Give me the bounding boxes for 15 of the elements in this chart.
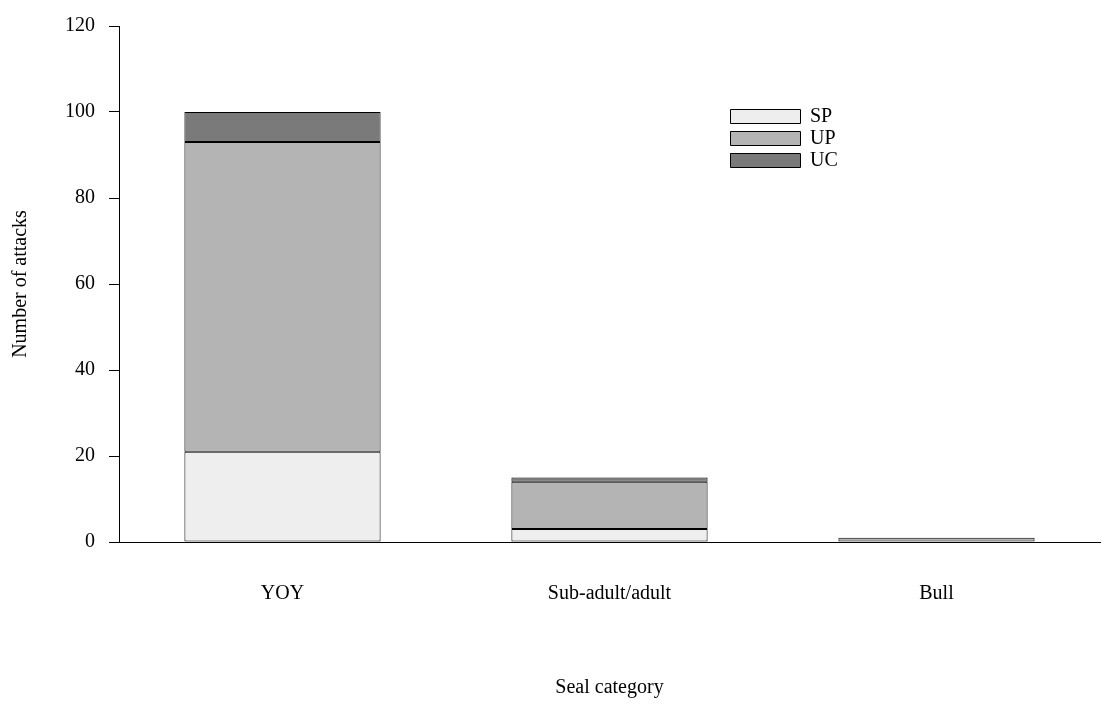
y-tick-label: 120 — [65, 13, 95, 36]
y-tick-label: 60 — [75, 271, 95, 294]
legend-label: UP — [810, 126, 836, 149]
x-tick-label: Bull — [919, 581, 955, 604]
legend-label: SP — [810, 104, 833, 127]
x-tick-label: YOY — [260, 581, 305, 604]
x-axis-title: Seal category — [555, 675, 664, 699]
y-tick-label: 100 — [65, 99, 95, 122]
x-tick-label: Sub-adult/adult — [547, 581, 672, 604]
y-tick-label: 20 — [75, 443, 95, 466]
legend-label: UC — [810, 148, 838, 171]
y-tick-label: 40 — [75, 357, 95, 380]
y-axis-title: Number of attacks — [8, 209, 31, 358]
y-tick-label: 0 — [85, 529, 95, 552]
y-tick-label: 80 — [75, 185, 95, 208]
